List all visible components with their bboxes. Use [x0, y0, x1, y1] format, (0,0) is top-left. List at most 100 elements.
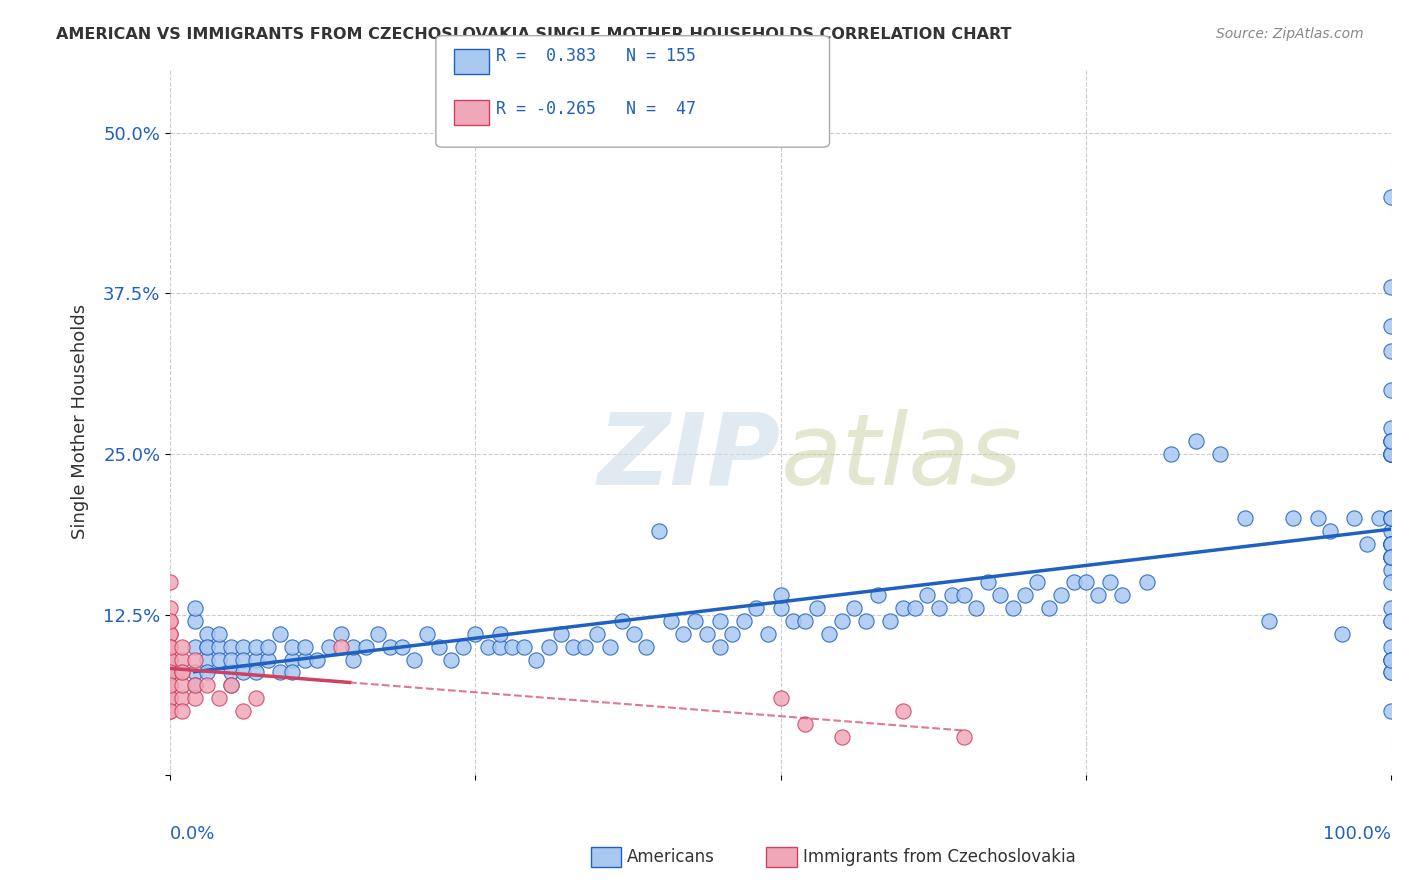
- Point: [1379, 549, 1402, 564]
- Point: [159, 640, 181, 654]
- Point: [1379, 652, 1402, 666]
- Point: [1379, 447, 1402, 461]
- Point: [831, 614, 853, 628]
- Point: [696, 627, 718, 641]
- Point: [172, 704, 194, 718]
- Point: [1379, 447, 1402, 461]
- Point: [427, 640, 450, 654]
- Point: [1379, 665, 1402, 680]
- Point: [342, 652, 364, 666]
- Point: [1026, 575, 1049, 590]
- Text: Immigrants from Czechoslovakia: Immigrants from Czechoslovakia: [803, 848, 1076, 866]
- Point: [159, 678, 181, 692]
- Point: [367, 627, 389, 641]
- Point: [183, 678, 205, 692]
- Point: [1111, 588, 1133, 602]
- Text: AMERICAN VS IMMIGRANTS FROM CZECHOSLOVAKIA SINGLE MOTHER HOUSEHOLDS CORRELATION : AMERICAN VS IMMIGRANTS FROM CZECHOSLOVAK…: [56, 27, 1012, 42]
- Point: [183, 601, 205, 615]
- Point: [610, 614, 633, 628]
- Point: [831, 730, 853, 744]
- Point: [1063, 575, 1085, 590]
- Point: [195, 640, 218, 654]
- Point: [172, 665, 194, 680]
- Point: [330, 627, 353, 641]
- Point: [294, 652, 316, 666]
- Point: [208, 627, 231, 641]
- Point: [208, 652, 231, 666]
- Point: [1087, 588, 1109, 602]
- Point: [1379, 549, 1402, 564]
- Point: [769, 691, 792, 706]
- Point: [1379, 511, 1402, 525]
- Point: [1379, 652, 1402, 666]
- Point: [659, 614, 682, 628]
- Point: [159, 665, 181, 680]
- Point: [159, 691, 181, 706]
- Point: [378, 640, 401, 654]
- Point: [1258, 614, 1281, 628]
- Point: [1136, 575, 1159, 590]
- Point: [195, 678, 218, 692]
- Point: [159, 691, 181, 706]
- Point: [159, 614, 181, 628]
- Point: [404, 652, 426, 666]
- Point: [330, 640, 353, 654]
- Point: [952, 730, 974, 744]
- Point: [245, 691, 267, 706]
- Point: [904, 601, 927, 615]
- Point: [159, 652, 181, 666]
- Point: [195, 640, 218, 654]
- Point: [219, 678, 242, 692]
- Point: [1379, 383, 1402, 397]
- Point: [159, 678, 181, 692]
- Point: [451, 640, 474, 654]
- Point: [1306, 511, 1329, 525]
- Point: [183, 640, 205, 654]
- Point: [1233, 511, 1256, 525]
- Point: [294, 640, 316, 654]
- Text: 100.0%: 100.0%: [1323, 825, 1391, 843]
- Point: [159, 704, 181, 718]
- Point: [208, 691, 231, 706]
- Point: [219, 678, 242, 692]
- Point: [537, 640, 560, 654]
- Point: [1379, 434, 1402, 449]
- Point: [794, 614, 817, 628]
- Point: [928, 601, 950, 615]
- Point: [172, 652, 194, 666]
- Point: [489, 627, 512, 641]
- Point: [245, 665, 267, 680]
- Point: [965, 601, 987, 615]
- Point: [1050, 588, 1073, 602]
- Point: [232, 652, 254, 666]
- Point: [172, 640, 194, 654]
- Text: atlas: atlas: [780, 409, 1022, 506]
- Point: [769, 588, 792, 602]
- Point: [269, 665, 291, 680]
- Point: [1379, 421, 1402, 435]
- Point: [550, 627, 572, 641]
- Point: [159, 665, 181, 680]
- Point: [720, 627, 742, 641]
- Point: [1038, 601, 1060, 615]
- Point: [1282, 511, 1305, 525]
- Point: [1379, 640, 1402, 654]
- Point: [159, 665, 181, 680]
- Point: [794, 716, 817, 731]
- Text: R =  0.383   N = 155: R = 0.383 N = 155: [496, 47, 696, 65]
- Point: [1379, 524, 1402, 538]
- Point: [440, 652, 463, 666]
- Point: [159, 601, 181, 615]
- Point: [219, 640, 242, 654]
- Point: [183, 665, 205, 680]
- Point: [232, 665, 254, 680]
- Point: [183, 691, 205, 706]
- Point: [1379, 190, 1402, 204]
- Point: [1379, 537, 1402, 551]
- Point: [623, 627, 645, 641]
- Point: [1379, 447, 1402, 461]
- Point: [806, 601, 828, 615]
- Text: ZIP: ZIP: [598, 409, 780, 506]
- Point: [305, 652, 328, 666]
- Point: [159, 640, 181, 654]
